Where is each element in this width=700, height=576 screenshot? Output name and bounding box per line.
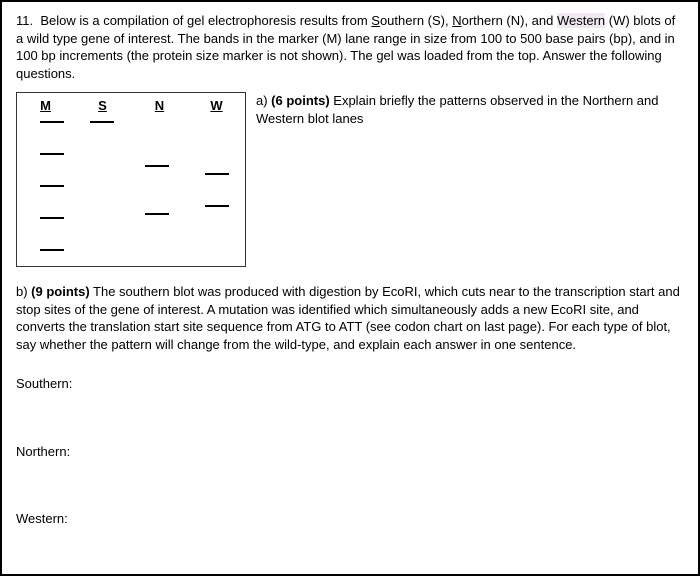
gel-diagram: M S N W	[16, 92, 246, 267]
part-b-prefix: b)	[16, 284, 31, 299]
part-b: b) (9 points) The southern blot was prod…	[16, 283, 684, 353]
gel-band	[40, 185, 64, 187]
answer-label-northern: Northern:	[16, 443, 684, 461]
northern-rest: orthern (N), and	[462, 13, 557, 28]
prompt-text-1: Below is a compilation of gel electropho…	[40, 13, 371, 28]
gel-band	[145, 213, 169, 215]
part-b-text: The southern blot was produced with dige…	[16, 284, 680, 352]
gel-band	[40, 217, 64, 219]
western-word: Western	[557, 13, 605, 28]
gel-band	[40, 153, 64, 155]
question-number: 11.	[16, 13, 33, 28]
gel-band	[145, 165, 169, 167]
answer-label-western: Western:	[16, 510, 684, 528]
lane-label-n: N	[131, 97, 188, 115]
question-prompt: 11. Below is a compilation of gel electr…	[16, 12, 684, 82]
southern-initial: S	[371, 13, 380, 28]
lane-label-w: W	[188, 97, 245, 115]
northern-initial: N	[452, 13, 461, 28]
lane-label-s: S	[74, 97, 131, 115]
gel-band	[205, 205, 229, 207]
gel-band	[40, 121, 64, 123]
part-a-prefix: a)	[256, 93, 271, 108]
part-b-points: (9 points)	[31, 284, 90, 299]
gel-band	[90, 121, 114, 123]
part-a: a) (6 points) Explain briefly the patter…	[256, 92, 684, 127]
part-a-points: (6 points)	[271, 93, 330, 108]
lane-labels: M S N W	[17, 97, 245, 115]
lane-label-m: M	[17, 97, 74, 115]
southern-rest: outhern (S),	[380, 13, 452, 28]
gel-band	[40, 249, 64, 251]
gel-band	[205, 173, 229, 175]
answer-label-southern: Southern:	[16, 375, 684, 393]
